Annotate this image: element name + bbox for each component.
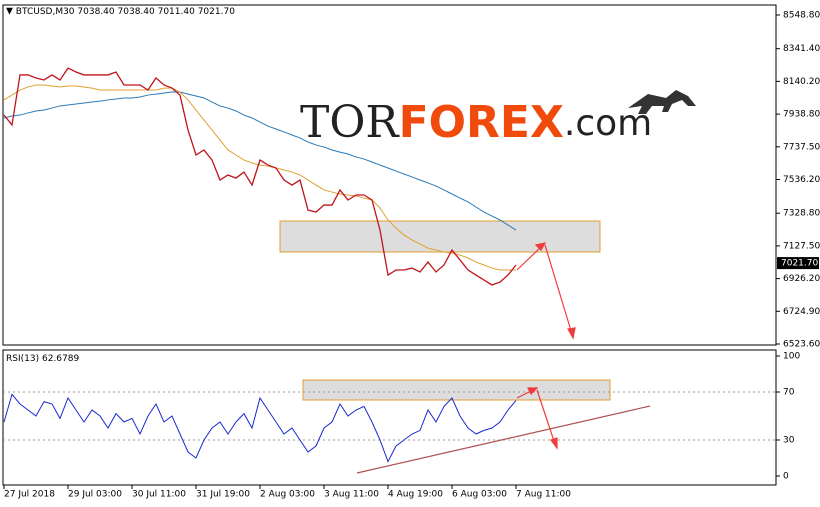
x-tick-label: 31 Jul 19:00	[196, 490, 250, 500]
last-price-label: 7021.70	[781, 259, 818, 269]
x-tick-label: 29 Jul 03:00	[68, 490, 122, 500]
y-tick-label: 7536.20	[783, 175, 820, 185]
y-tick-label: 7938.80	[783, 110, 820, 120]
x-tick-label: 27 Jul 2018	[4, 490, 55, 500]
x-tick-label: 6 Aug 03:00	[452, 490, 507, 500]
series-line	[3, 84, 516, 271]
y-tick-label: 7737.50	[783, 142, 820, 152]
x-tick-label: 3 Aug 11:00	[324, 490, 379, 500]
y-tick-label: 6523.60	[783, 340, 820, 350]
series-line	[3, 91, 517, 231]
rsi-header: RSI(13) 62.6789	[6, 354, 79, 364]
y-tick-label: 6926.20	[783, 274, 820, 284]
y-tick-label: 100	[783, 352, 800, 362]
bull-logo	[628, 90, 696, 114]
y-tick-label: 30	[783, 436, 795, 446]
price-panel	[2, 4, 777, 346]
y-tick-label: 7127.50	[783, 241, 820, 251]
y-tick-label: 8548.80	[783, 11, 820, 21]
y-tick-label: 7328.80	[783, 209, 820, 219]
rsi-panel	[2, 349, 777, 486]
y-tick-label: 6724.90	[783, 307, 820, 317]
last-price-box	[777, 257, 819, 270]
y-tick-label: 0	[783, 472, 789, 482]
series-line	[3, 393, 517, 463]
y-tick-label: 70	[783, 388, 795, 398]
price-header: ▼ BTCUSD,M30 7038.40 7038.40 7011.40 702…	[6, 7, 235, 17]
resistance-zone	[279, 220, 601, 253]
watermark: TORFOREX.com	[300, 97, 652, 149]
x-tick-label: 4 Aug 19:00	[388, 490, 443, 500]
rsi-trendline	[356, 405, 651, 474]
x-tick-label: 30 Jul 11:00	[132, 490, 186, 500]
y-tick-label: 8341.40	[783, 44, 820, 54]
x-tick-label: 2 Aug 03:00	[260, 490, 315, 500]
series-line	[3, 67, 517, 286]
y-tick-label: 8140.20	[783, 77, 820, 87]
forecast-arrows	[516, 242, 576, 450]
rsi-zone	[302, 379, 611, 401]
x-tick-label: 7 Aug 11:00	[516, 490, 571, 500]
